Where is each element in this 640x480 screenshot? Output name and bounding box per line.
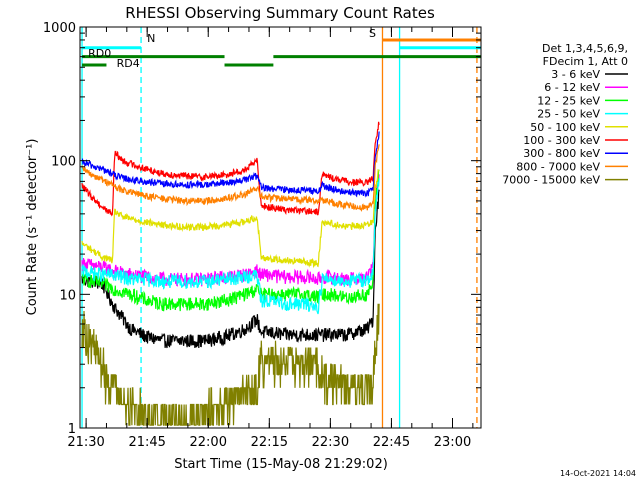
series-line-4 (81, 168, 380, 269)
series-line-8 (81, 303, 380, 426)
bar-label-2: N (147, 32, 155, 45)
series-line-2 (81, 169, 380, 312)
axes: 1 10 100 1000 21:30 21:45 22:00 22:15 22:30 22:45… (43, 21, 482, 450)
x-tick-label: 21:45 (128, 435, 165, 450)
legend: Det 1,3,4,5,6,9,FDecim 1, Att 03 - 6 keV… (502, 42, 628, 187)
legend-label: 7000 - 15000 keV (502, 174, 600, 187)
series-line-0 (81, 189, 380, 349)
y-tick-label: 1 (68, 422, 76, 437)
legend-label: 800 - 7000 keV (516, 160, 600, 173)
timestamp: 14-Oct-2021 14:04 (560, 469, 636, 478)
legend-label: 300 - 800 keV (523, 147, 600, 160)
x-tick-label: 22:00 (190, 435, 227, 450)
series-line-3 (81, 178, 380, 315)
legend-label: 25 - 50 keV (537, 108, 600, 121)
legend-label: 3 - 6 keV (551, 68, 600, 81)
plot-frame (79, 26, 482, 429)
legend-label: 50 - 100 keV (530, 121, 600, 134)
x-tick-label: 23:00 (434, 435, 471, 450)
series-line-5 (81, 121, 380, 217)
y-axis-label: Count Rate (s⁻¹ detector⁻¹) (25, 139, 40, 316)
y-tick-label: 1000 (43, 21, 76, 36)
series-line-6 (81, 131, 380, 198)
x-axis-label: Start Time (15-May-08 21:29:02) (174, 457, 388, 472)
y-tick-label: 100 (51, 155, 76, 170)
bar-label-1: RD4 (117, 57, 140, 70)
y-tick-label: 10 (59, 288, 76, 303)
bar-label-3: S (369, 27, 376, 40)
legend-header: Det 1,3,4,5,6,9, (542, 42, 628, 55)
plot-area: RD0 RD4 N S (81, 27, 481, 428)
legend-header: FDecim 1, Att 0 (543, 55, 628, 68)
x-tick-label: 21:30 (67, 435, 104, 450)
chart-title: RHESSI Observing Summary Count Rates (125, 4, 435, 22)
legend-label: 12 - 25 keV (537, 94, 600, 107)
legend-label: 6 - 12 keV (544, 81, 600, 94)
legend-label: 100 - 300 keV (523, 134, 600, 147)
x-tick-label: 22:15 (251, 435, 288, 450)
x-tick-label: 22:30 (312, 435, 349, 450)
x-tick-label: 22:45 (373, 435, 410, 450)
bar-label-0: RD0 (88, 47, 111, 60)
plot-clip-group (81, 27, 481, 428)
series-line-7 (81, 144, 380, 212)
